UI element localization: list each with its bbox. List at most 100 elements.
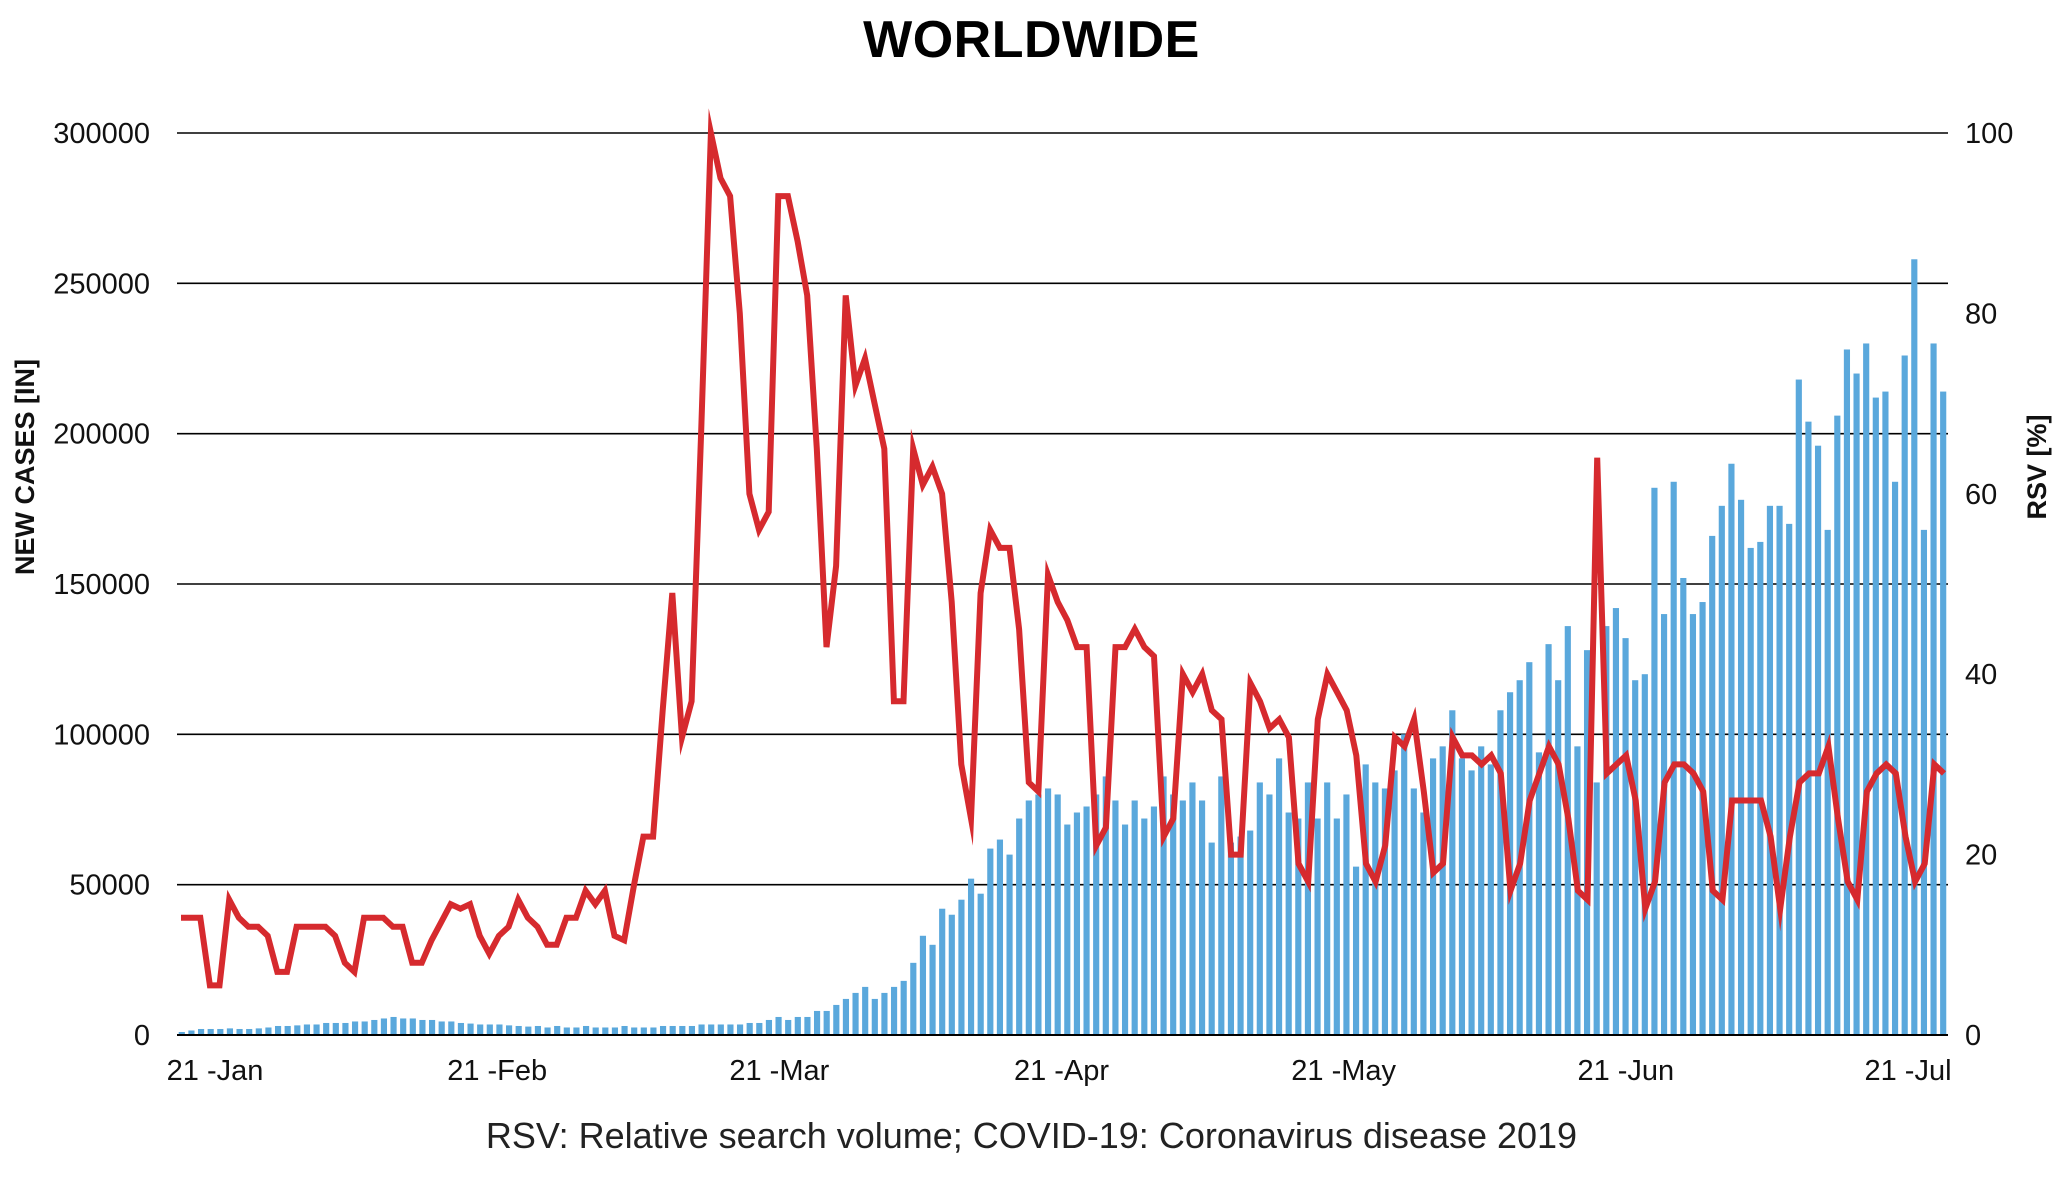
new-cases-bar bbox=[1006, 854, 1013, 1035]
new-cases-bar bbox=[1911, 259, 1918, 1035]
new-cases-bar bbox=[1555, 680, 1562, 1035]
new-cases-bar bbox=[1121, 824, 1129, 1035]
new-cases-bar bbox=[621, 1025, 628, 1035]
new-cases-bar bbox=[1295, 818, 1302, 1035]
left-tick-label: 0 bbox=[134, 1020, 150, 1052]
new-cases-bar bbox=[1237, 836, 1244, 1035]
new-cases-bar bbox=[1372, 782, 1379, 1035]
new-cases-bar bbox=[573, 1027, 580, 1035]
new-cases-bar bbox=[1179, 800, 1186, 1035]
left-tick-label: 50000 bbox=[69, 870, 150, 902]
x-axis-ticks: 21 -Jan 21 -Feb 21 -Mar 21 -Apr 21 -May 21 -J… bbox=[167, 1055, 1952, 1087]
new-cases-bar bbox=[332, 1022, 339, 1035]
new-cases-bar bbox=[958, 899, 965, 1035]
right-tick-label: 20 bbox=[1965, 840, 1997, 872]
new-cases-bar bbox=[1641, 674, 1648, 1035]
new-cases-bar bbox=[467, 1023, 474, 1035]
new-cases-bar bbox=[1545, 644, 1552, 1035]
new-cases-bar bbox=[804, 1016, 811, 1035]
new-cases-bar bbox=[178, 1031, 185, 1035]
new-cases-bar bbox=[563, 1027, 570, 1035]
new-cases-bar bbox=[380, 1018, 388, 1035]
right-axis-title: RSV [%] bbox=[2022, 414, 2052, 519]
new-cases-bar bbox=[1218, 776, 1225, 1035]
new-cases-bar bbox=[255, 1028, 262, 1035]
new-cases-bar bbox=[1064, 824, 1071, 1035]
new-cases-bar bbox=[1189, 782, 1196, 1035]
new-cases-bar bbox=[534, 1025, 542, 1035]
new-cases-bar bbox=[400, 1018, 407, 1035]
new-cases-bar bbox=[1612, 608, 1620, 1035]
x-tick-label: 21 -Jan bbox=[167, 1055, 264, 1087]
new-cases-bar bbox=[679, 1025, 686, 1035]
new-cases-bar bbox=[265, 1027, 272, 1035]
new-cases-bar bbox=[188, 1030, 195, 1035]
new-cases-bar bbox=[1439, 746, 1446, 1035]
new-cases-bar bbox=[505, 1025, 513, 1035]
new-cases-bar bbox=[1035, 794, 1042, 1035]
new-cases-bar bbox=[313, 1024, 320, 1035]
new-cases-bar bbox=[1786, 523, 1793, 1035]
new-cases-bar bbox=[1853, 373, 1860, 1035]
new-cases-bar bbox=[1208, 842, 1215, 1035]
new-cases-bar bbox=[1362, 764, 1369, 1035]
new-cases-bar bbox=[217, 1028, 224, 1035]
new-cases-bar bbox=[1603, 626, 1610, 1035]
new-cases-bar bbox=[419, 1019, 426, 1035]
new-cases-bar bbox=[611, 1027, 619, 1035]
new-cases-bar bbox=[1227, 842, 1235, 1035]
new-cases-bar bbox=[1429, 758, 1437, 1035]
new-cases-bar bbox=[1699, 602, 1706, 1035]
new-cases-bar bbox=[496, 1024, 503, 1035]
new-cases-bar bbox=[996, 839, 1004, 1035]
rsv-line bbox=[181, 108, 1947, 989]
new-cases-bar bbox=[1170, 794, 1177, 1035]
new-cases-bar bbox=[765, 1019, 773, 1035]
right-tick-label: 0 bbox=[1965, 1020, 1981, 1052]
new-cases-bar bbox=[987, 848, 994, 1035]
x-tick-label: 21 -Jun bbox=[1577, 1055, 1674, 1087]
x-tick-label: 21 -Feb bbox=[447, 1055, 547, 1087]
new-cases-bar bbox=[1198, 800, 1206, 1035]
left-tick-label: 150000 bbox=[53, 569, 150, 601]
new-cases-bar bbox=[1776, 505, 1783, 1035]
gridlines bbox=[177, 132, 1948, 886]
left-tick-label: 250000 bbox=[53, 268, 150, 300]
right-tick-label: 80 bbox=[1965, 298, 1997, 330]
right-axis-ticks: 0 20 40 60 80 100 bbox=[1965, 118, 2013, 1052]
new-cases-bar bbox=[246, 1028, 253, 1035]
new-cases-bar bbox=[1150, 806, 1158, 1035]
new-cases-bar bbox=[207, 1028, 214, 1035]
new-cases-bar bbox=[736, 1024, 744, 1035]
new-cases-bar bbox=[1478, 746, 1485, 1035]
new-cases-bar bbox=[486, 1024, 493, 1035]
new-cases-bar bbox=[409, 1018, 416, 1035]
new-cases-bar bbox=[1940, 391, 1947, 1035]
new-cases-bar bbox=[756, 1022, 763, 1035]
new-cases-bar bbox=[1083, 806, 1090, 1035]
new-cases-bar bbox=[1930, 343, 1937, 1035]
new-cases-bar bbox=[197, 1028, 205, 1035]
new-cases-bar bbox=[977, 893, 984, 1035]
new-cases-bar bbox=[226, 1028, 234, 1035]
new-cases-bar bbox=[1709, 535, 1716, 1035]
new-cases-bar bbox=[1016, 818, 1023, 1035]
new-cases-bar bbox=[1632, 680, 1639, 1035]
new-cases-bar bbox=[1891, 481, 1899, 1036]
new-cases-bar bbox=[1526, 662, 1533, 1035]
new-cases-bar bbox=[900, 980, 907, 1035]
new-cases-bar bbox=[1449, 710, 1456, 1035]
new-cases-bar bbox=[457, 1022, 465, 1035]
new-cases-bar bbox=[1535, 752, 1543, 1035]
new-cases-bar bbox=[669, 1025, 676, 1035]
new-cases-bar bbox=[833, 1004, 840, 1035]
new-cases-bar bbox=[1266, 794, 1273, 1035]
new-cases-bar bbox=[1728, 463, 1735, 1035]
new-cases-bar bbox=[236, 1028, 243, 1035]
new-cases-bar bbox=[862, 986, 869, 1035]
new-cases-bar bbox=[1410, 788, 1417, 1035]
new-cases-bar bbox=[842, 998, 850, 1035]
new-cases-bar bbox=[1670, 481, 1677, 1036]
new-cases-bar bbox=[1131, 800, 1138, 1035]
